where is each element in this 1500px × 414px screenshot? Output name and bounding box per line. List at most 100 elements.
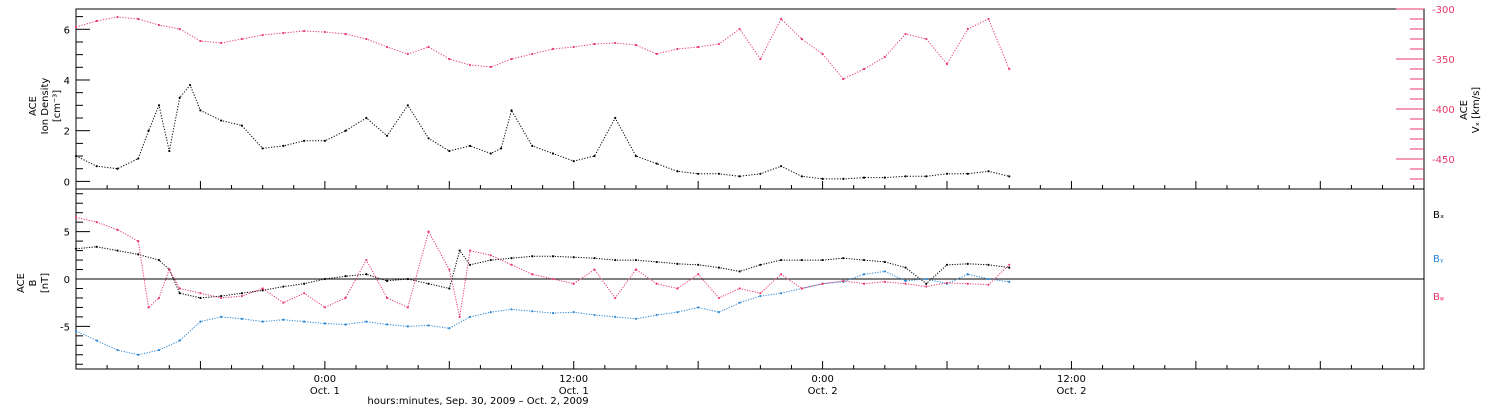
bottom-series — [74, 216, 1011, 356]
data-point — [303, 139, 306, 142]
data-point — [489, 254, 492, 257]
data-point — [500, 147, 503, 150]
data-point — [116, 15, 119, 19]
data-point — [759, 57, 762, 61]
data-point — [344, 275, 347, 278]
data-point — [800, 287, 803, 290]
data-point — [987, 277, 990, 281]
top-right-ylabel-line1: ACE — [1459, 100, 1470, 120]
data-point — [966, 273, 969, 276]
data-point — [759, 172, 762, 175]
data-point — [572, 160, 575, 163]
data-point — [199, 320, 202, 323]
data-point — [821, 258, 824, 262]
data-point — [344, 296, 347, 300]
data-point — [945, 281, 949, 284]
data-point — [572, 256, 575, 259]
data-point — [800, 175, 803, 178]
data-point — [987, 263, 990, 266]
data-point — [655, 313, 658, 317]
data-point — [1008, 175, 1011, 178]
data-point — [344, 129, 347, 132]
data-point — [282, 285, 285, 288]
data-point — [780, 17, 783, 21]
data-point — [572, 311, 575, 314]
data-point — [717, 311, 720, 314]
data-point — [303, 320, 306, 323]
bottom-left-tick-label: 0 — [64, 275, 70, 286]
data-point — [406, 52, 409, 56]
data-point — [168, 268, 171, 271]
data-point — [74, 154, 78, 158]
data-point — [458, 315, 461, 318]
data-point — [1008, 263, 1011, 266]
top-right-tick-label: -400 — [1432, 105, 1455, 116]
data-point — [199, 292, 202, 295]
data-point — [904, 282, 907, 285]
data-point — [883, 55, 886, 59]
data-point — [697, 172, 700, 175]
data-point — [531, 255, 534, 258]
data-point — [489, 65, 492, 69]
data-point — [199, 296, 202, 300]
data-point — [427, 324, 430, 327]
data-point — [966, 282, 969, 285]
data-point — [697, 45, 700, 49]
data-point — [199, 39, 202, 43]
data-point — [904, 32, 907, 36]
series-by — [75, 270, 1010, 356]
data-point — [697, 306, 700, 309]
data-point — [157, 348, 161, 352]
data-point — [468, 263, 472, 266]
data-point — [634, 268, 638, 271]
data-point — [904, 266, 907, 269]
top-right-tick-label: -450 — [1432, 155, 1455, 166]
data-point — [448, 149, 451, 153]
data-point — [365, 320, 368, 323]
data-point — [147, 129, 150, 132]
data-point — [137, 253, 140, 256]
data-point — [344, 323, 347, 326]
data-point — [634, 154, 638, 158]
data-point — [323, 277, 326, 281]
data-point — [634, 317, 638, 320]
data-point — [282, 31, 285, 35]
data-point — [427, 45, 430, 49]
data-point — [458, 249, 461, 252]
data-point — [365, 116, 368, 120]
data-point — [593, 154, 596, 158]
data-point — [95, 339, 98, 342]
data-point — [448, 327, 451, 330]
series-ion-density — [75, 84, 1010, 180]
data-point — [717, 42, 720, 46]
data-point — [468, 249, 472, 252]
top-left-ylabel-line2: Ion Density — [40, 78, 51, 135]
data-point — [717, 296, 720, 300]
data-point — [178, 287, 181, 290]
data-point — [634, 43, 638, 47]
top-left-tick-label: 2 — [64, 127, 70, 138]
data-point — [220, 294, 223, 298]
data-point — [137, 17, 140, 21]
data-point — [966, 262, 969, 265]
data-point — [137, 240, 140, 243]
data-point — [489, 258, 492, 262]
data-point — [365, 258, 368, 262]
data-point — [634, 258, 638, 262]
data-point — [572, 282, 575, 285]
data-point — [842, 77, 845, 81]
data-point — [717, 266, 720, 269]
data-point — [966, 172, 969, 175]
x-tick-time: 12:00 — [1057, 374, 1086, 385]
data-point — [157, 23, 161, 27]
top-left-tick-label: 6 — [64, 25, 70, 36]
x-tick-date: Oct. 2 — [1056, 386, 1086, 397]
data-point — [157, 104, 161, 107]
data-point — [780, 292, 783, 295]
data-point — [925, 277, 928, 281]
data-point — [137, 157, 140, 160]
bottom-panel: -5 0 5 ACE B [nT] Bₓ Bᵧ Bᵩ — [16, 188, 1444, 370]
data-point — [178, 27, 181, 31]
